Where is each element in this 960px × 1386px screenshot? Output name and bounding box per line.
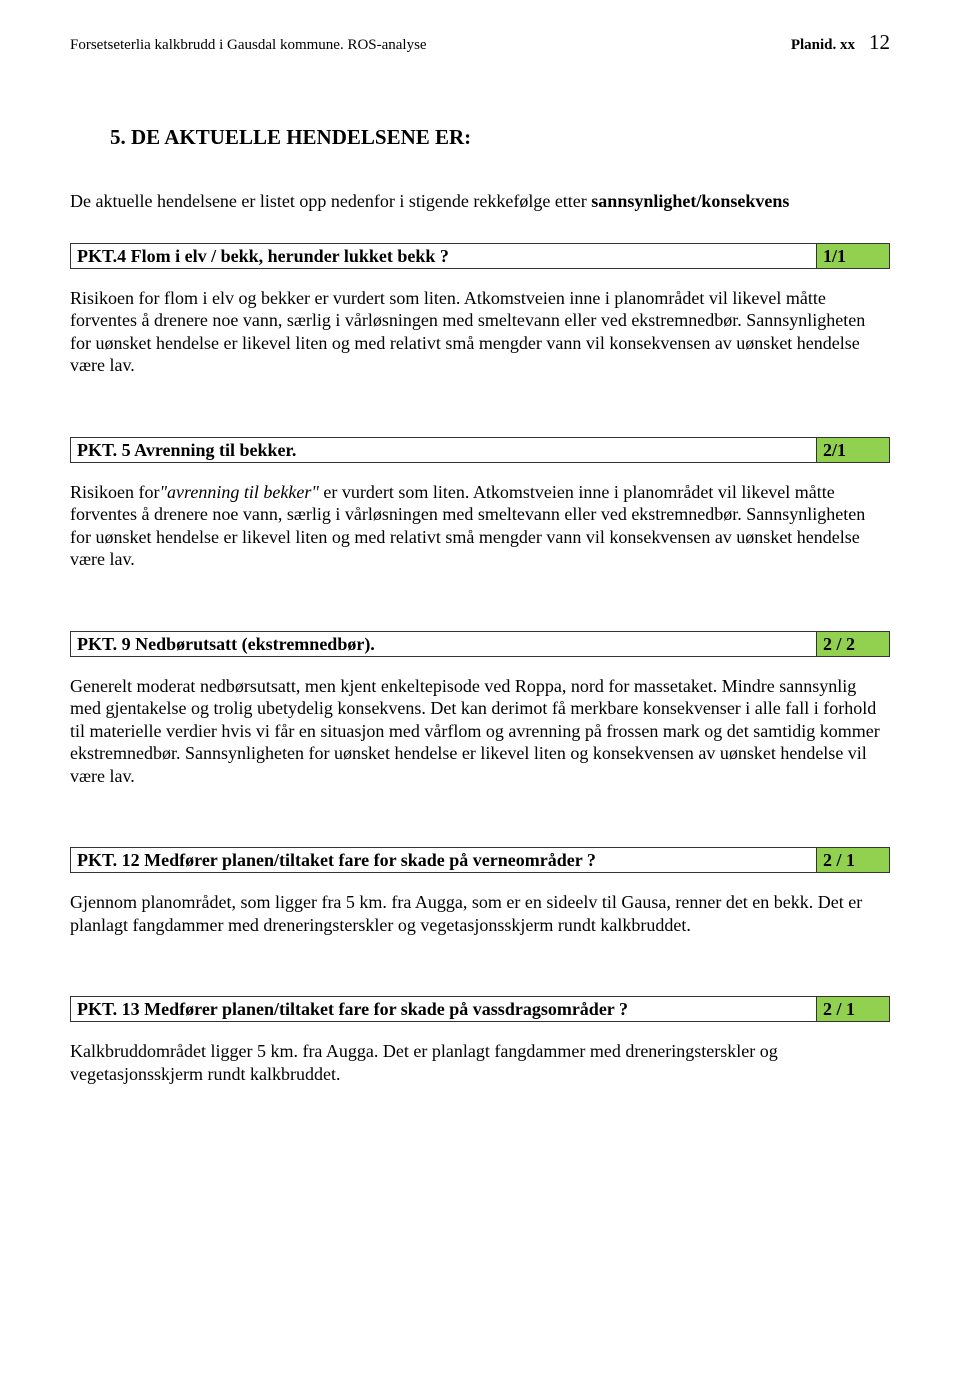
pkt-body-italic: "avrenning til bekker" [160, 482, 319, 502]
pkt-body: Kalkbruddområdet ligger 5 km. fra Augga.… [70, 1040, 890, 1085]
pkt-row: PKT. 12 Medfører planen/tiltaket fare fo… [70, 847, 890, 873]
pkt-score: 2 / 2 [817, 631, 890, 656]
header-left: Forsetseterlia kalkbrudd i Gausdal kommu… [70, 37, 427, 54]
section-heading: 5. DE AKTUELLE HENDELSENE ER: [110, 125, 890, 150]
header-right: Planid. xx 12 [791, 30, 890, 55]
pkt-score: 2/1 [817, 437, 890, 462]
header-planid: Planid. xx [791, 37, 855, 54]
pkt-row: PKT. 5 Avrenning til bekker. 2/1 [70, 437, 890, 463]
pkt-score: 2 / 1 [817, 848, 890, 873]
pkt-title: PKT. 5 Avrenning til bekker. [71, 437, 817, 462]
pkt-body-prefix: Risikoen for [70, 482, 160, 502]
pkt-body: Risikoen for flom i elv og bekker er vur… [70, 287, 890, 377]
pkt-body: Generelt moderat nedbørsutsatt, men kjen… [70, 675, 890, 788]
pkt-body: Risikoen for"avrenning til bekker" er vu… [70, 481, 890, 571]
page-header: Forsetseterlia kalkbrudd i Gausdal kommu… [70, 30, 890, 55]
pkt-title: PKT. 9 Nedbørutsatt (ekstremnedbør). [71, 631, 817, 656]
pkt-row: PKT.4 Flom i elv / bekk, herunder lukket… [70, 243, 890, 269]
pkt-row: PKT. 13 Medfører planen/tiltaket fare fo… [70, 996, 890, 1022]
pkt-title: PKT.4 Flom i elv / bekk, herunder lukket… [71, 243, 817, 268]
pkt-row: PKT. 9 Nedbørutsatt (ekstremnedbør). 2 /… [70, 631, 890, 657]
intro-text-plain: De aktuelle hendelsene er listet opp ned… [70, 191, 591, 211]
pkt-title: PKT. 12 Medfører planen/tiltaket fare fo… [71, 848, 817, 873]
page-number: 12 [869, 30, 890, 55]
pkt-title: PKT. 13 Medfører planen/tiltaket fare fo… [71, 997, 817, 1022]
pkt-body: Gjennom planområdet, som ligger fra 5 km… [70, 891, 890, 936]
pkt-score: 1/1 [817, 243, 890, 268]
page: Forsetseterlia kalkbrudd i Gausdal kommu… [0, 0, 960, 1135]
pkt-score: 2 / 1 [817, 997, 890, 1022]
intro-text-bold: sannsynlighet/konsekvens [591, 191, 789, 211]
intro-paragraph: De aktuelle hendelsene er listet opp ned… [70, 190, 890, 213]
